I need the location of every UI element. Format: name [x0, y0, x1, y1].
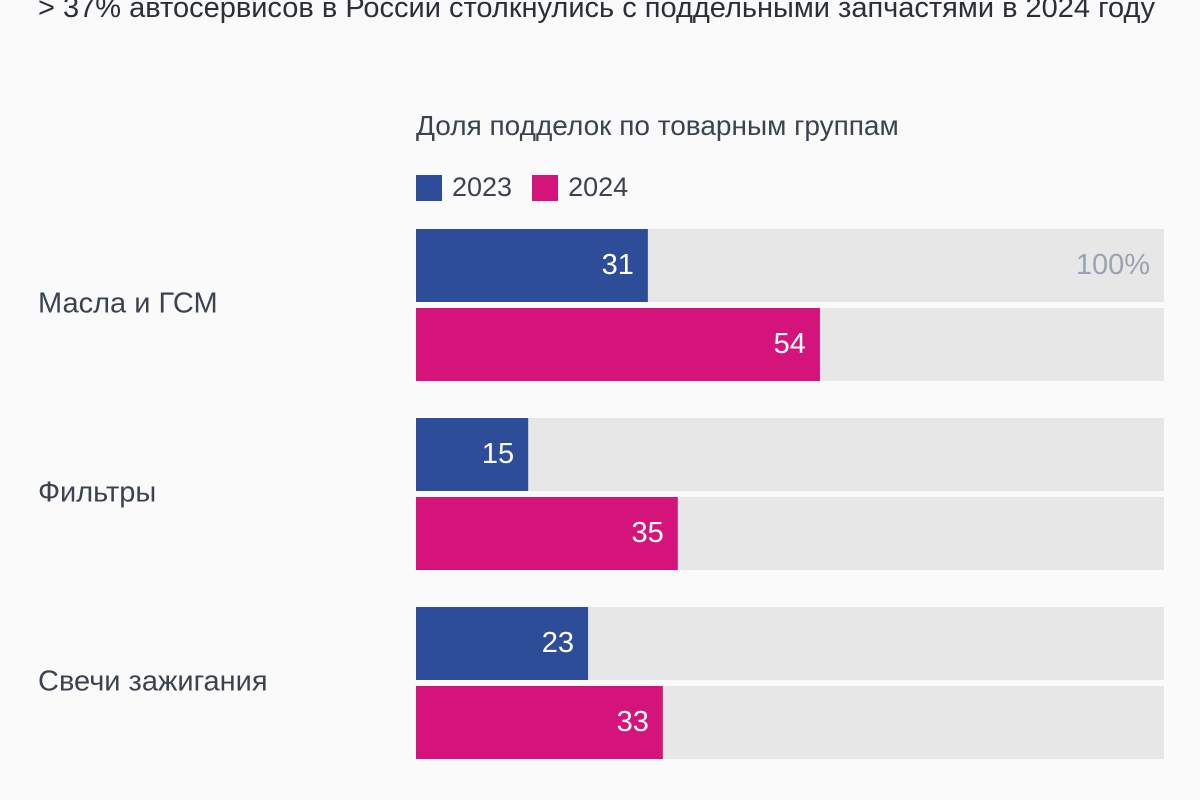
bar-cat-2-2024 — [416, 686, 663, 759]
legend-swatch-2023 — [416, 174, 442, 201]
value-label-cat-1-2024: 35 — [632, 517, 664, 549]
bar-cat-0-2024 — [416, 308, 820, 381]
legend-label-2023: 2023 — [452, 172, 513, 202]
chart-title: Доля подделок по товарным группам — [416, 110, 899, 141]
value-label-cat-2-2024: 33 — [617, 706, 649, 738]
headline: > 37% автосервисов в России столкнулись … — [38, 0, 1155, 24]
bar-cat-2-2023 — [416, 607, 589, 680]
category-label-cat-1: Фильтры — [38, 477, 156, 509]
legend-swatch-2024 — [532, 174, 559, 201]
category-label-cat-0: Масла и ГСМ — [38, 288, 218, 320]
bar-cat-1-2024 — [416, 497, 678, 570]
max-scale-label: 100% — [1076, 249, 1150, 281]
value-label-cat-0-2024: 54 — [774, 328, 806, 360]
legend-item-2023: 2023 — [416, 172, 512, 203]
value-label-cat-2-2023: 23 — [542, 627, 574, 659]
value-label-cat-1-2023: 15 — [482, 438, 514, 470]
legend: 2023 2024 — [416, 172, 628, 203]
bar-cat-0-2023 — [416, 229, 648, 302]
category-label-cat-2: Свечи зажигания — [38, 666, 268, 698]
legend-item-2024: 2024 — [532, 172, 628, 203]
legend-label-2024: 2024 — [568, 172, 629, 202]
value-label-cat-0-2023: 31 — [602, 249, 634, 281]
bar-track-cat-1-s0 — [416, 418, 1164, 491]
bar-cat-1-2023 — [416, 418, 529, 491]
